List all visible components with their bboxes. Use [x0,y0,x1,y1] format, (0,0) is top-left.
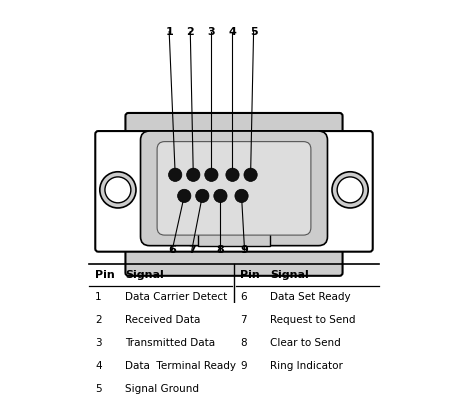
Circle shape [226,168,239,181]
Text: Data Set Ready: Data Set Ready [270,292,351,302]
Text: Pin: Pin [240,270,260,280]
Text: Signal: Signal [125,270,164,280]
Text: Transmitted Data: Transmitted Data [125,338,216,348]
Text: 4: 4 [228,27,236,36]
Text: Pin: Pin [95,270,115,280]
Text: 7: 7 [188,245,196,255]
Text: 9: 9 [240,361,247,371]
Circle shape [214,189,227,202]
Text: Received Data: Received Data [125,315,201,325]
Text: 2: 2 [95,315,102,325]
Circle shape [196,189,209,202]
Text: 8: 8 [217,245,224,255]
Text: 1: 1 [165,27,173,36]
Text: 8: 8 [240,338,247,348]
FancyBboxPatch shape [157,142,311,235]
Circle shape [178,189,191,202]
Circle shape [205,168,218,181]
Text: Clear to Send: Clear to Send [270,338,341,348]
Text: 6: 6 [240,292,247,302]
Circle shape [168,168,182,181]
Text: 1: 1 [95,292,102,302]
Text: 7: 7 [240,315,247,325]
Text: 2: 2 [186,27,194,36]
Text: 9: 9 [241,245,249,255]
Text: Signal Ground: Signal Ground [125,384,199,394]
Text: 3: 3 [208,27,215,36]
Text: Signal: Signal [270,270,309,280]
Circle shape [187,168,200,181]
Text: 5: 5 [250,27,257,36]
Text: 3: 3 [95,338,102,348]
Text: Request to Send: Request to Send [270,315,356,325]
Text: 6: 6 [168,245,176,255]
Text: 5: 5 [95,384,102,394]
Circle shape [337,177,363,203]
Circle shape [244,168,257,181]
Text: 4: 4 [95,361,102,371]
Circle shape [332,172,368,208]
Text: Data Carrier Detect: Data Carrier Detect [125,292,228,302]
Circle shape [235,189,248,202]
FancyBboxPatch shape [95,131,373,252]
FancyBboxPatch shape [125,113,343,276]
Bar [198,229,270,246]
Text: Ring Indicator: Ring Indicator [270,361,343,371]
FancyBboxPatch shape [140,131,328,246]
Circle shape [100,172,136,208]
Circle shape [105,177,131,203]
Text: Data  Terminal Ready: Data Terminal Ready [125,361,236,371]
